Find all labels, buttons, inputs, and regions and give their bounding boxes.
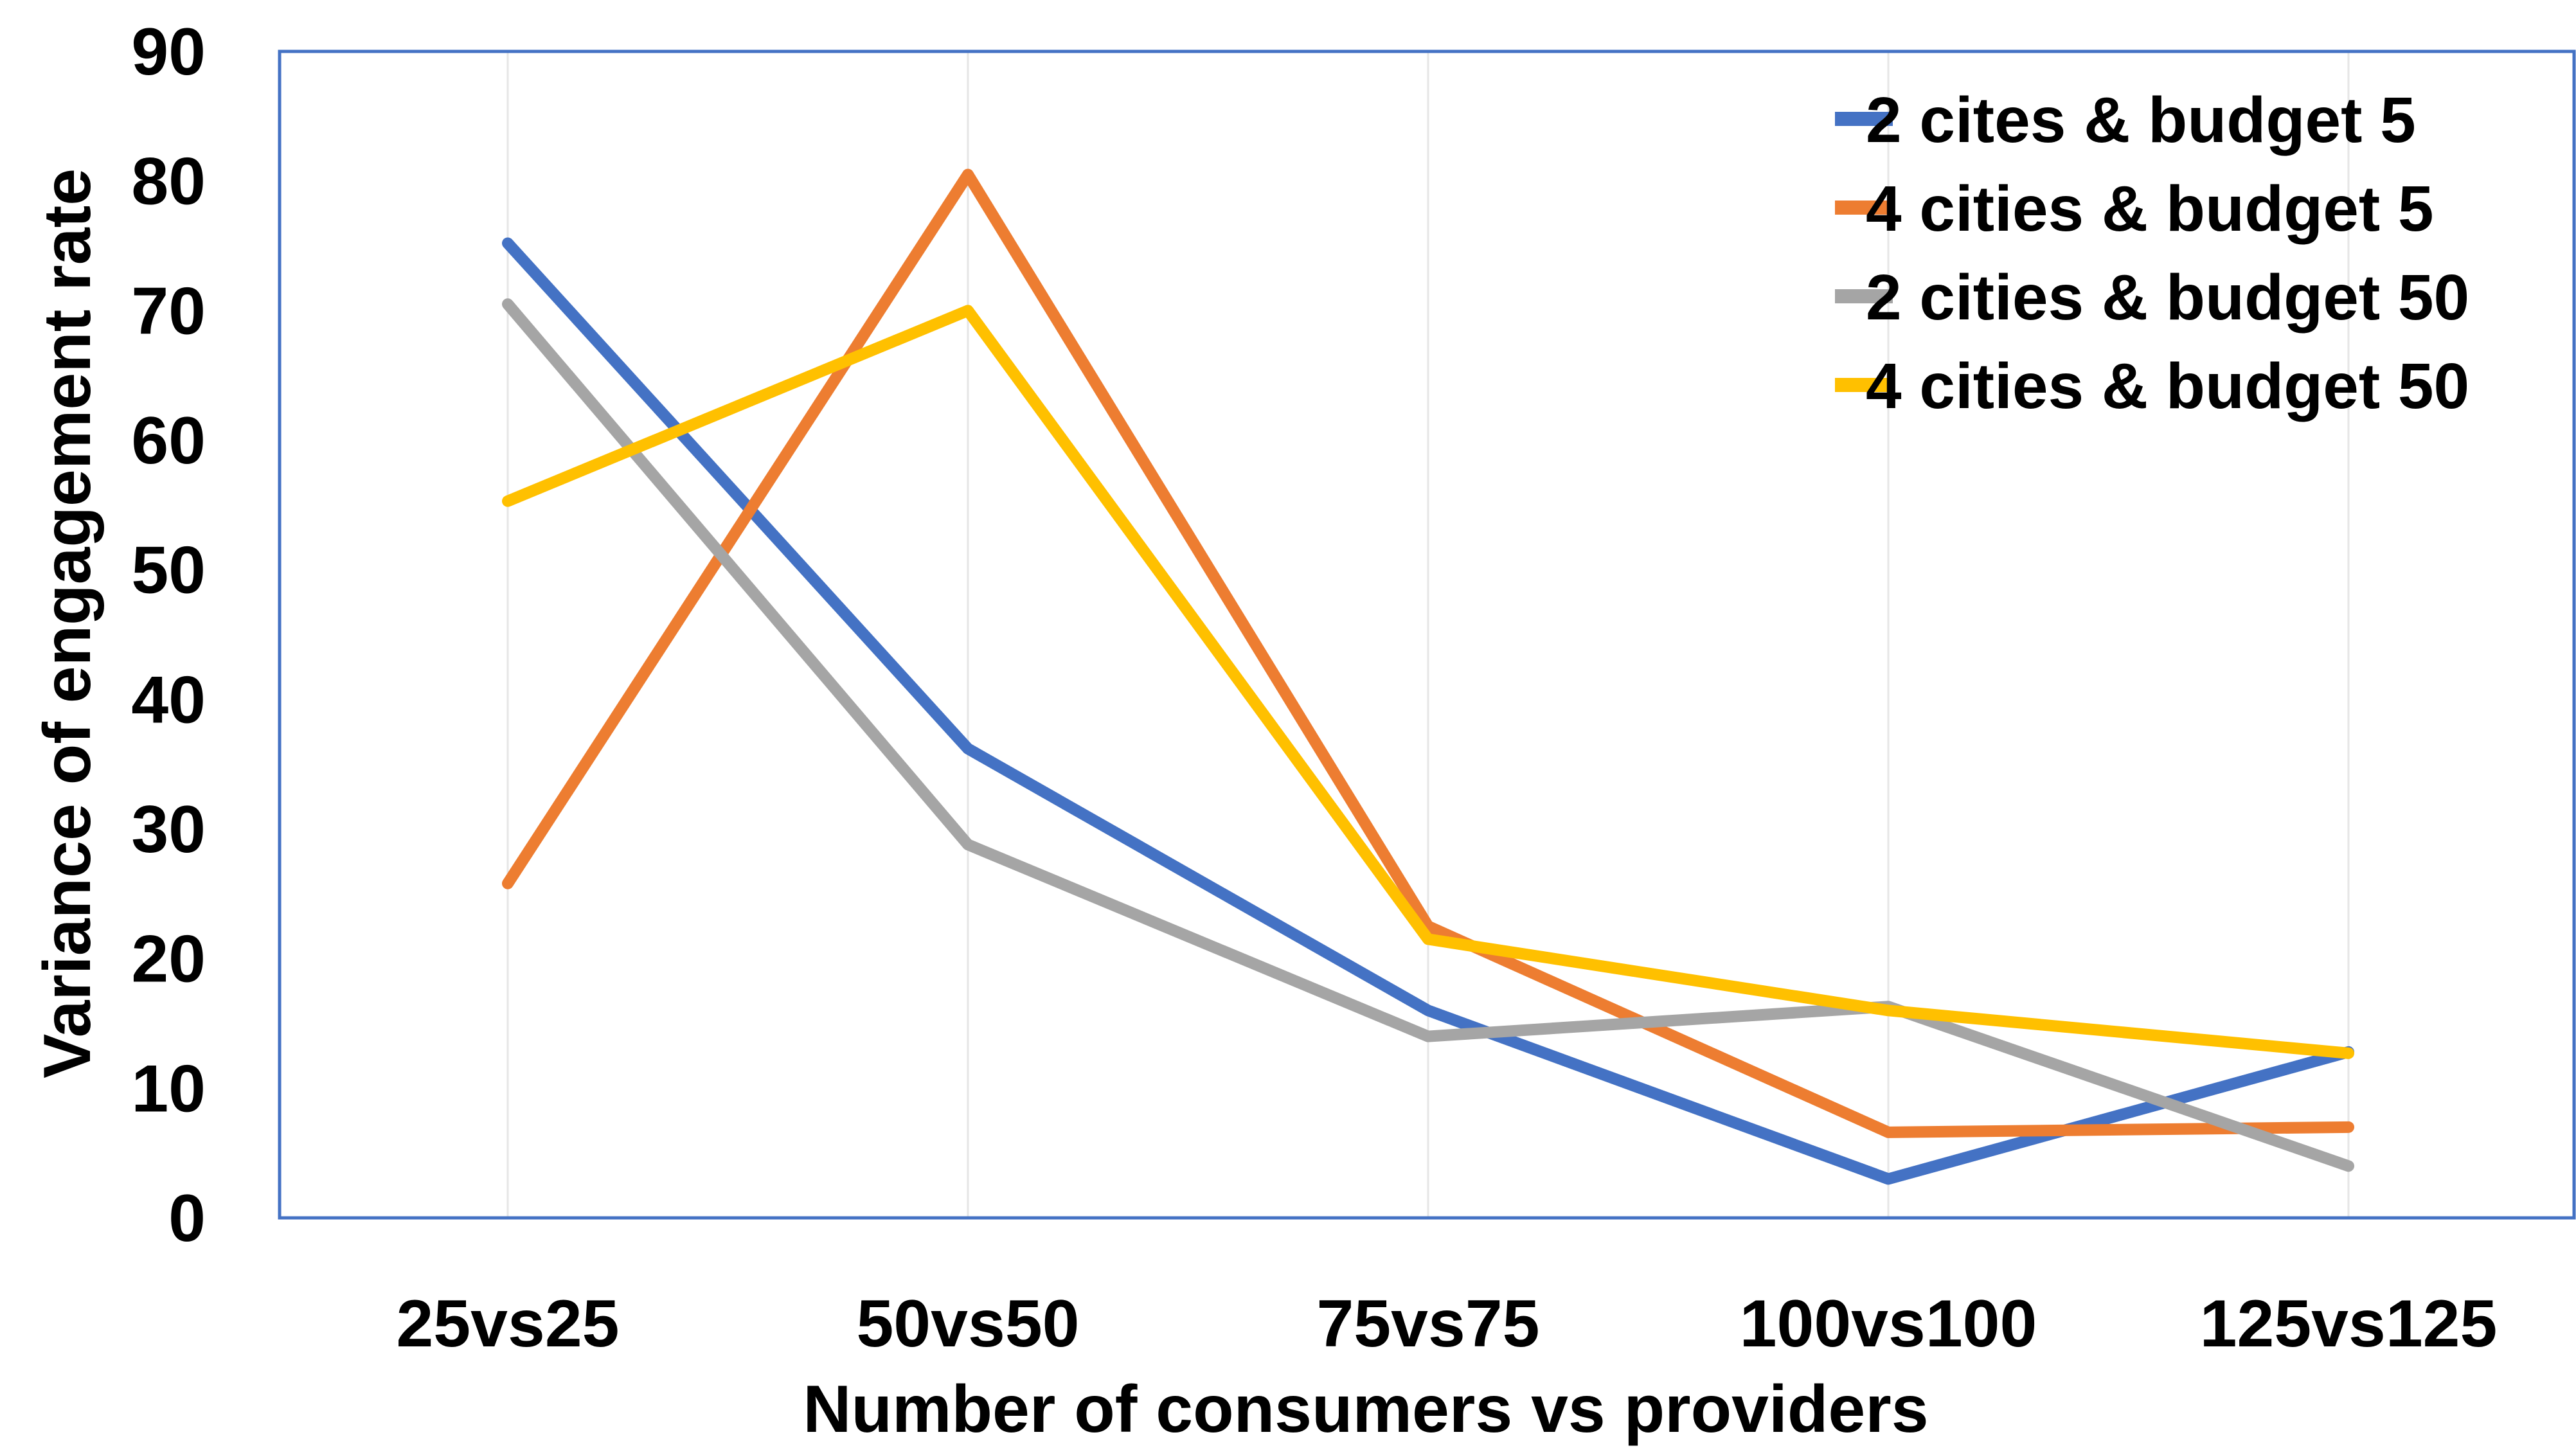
y-tick-label: 40 <box>131 663 206 737</box>
y-tick-label: 90 <box>131 15 206 89</box>
legend-label: 4 cities & budget 5 <box>1866 173 2434 245</box>
y-tick-label: 30 <box>131 792 206 867</box>
series-line-4 <box>502 305 2354 1059</box>
x-tick-label: 75vs75 <box>1316 1287 1539 1361</box>
x-tick-label: 50vs50 <box>856 1287 1079 1361</box>
x-axis-title: Number of consumers vs providers <box>803 1372 1928 1447</box>
legend-label: 2 cites & budget 5 <box>1866 84 2416 156</box>
series-lines <box>502 168 2354 1185</box>
y-tick-label: 20 <box>131 922 206 997</box>
x-tick-label: 25vs25 <box>396 1287 619 1361</box>
legend-entry-2: 4 cities & budget 5 <box>1835 173 2434 245</box>
x-tick-label: 100vs100 <box>1740 1287 2037 1361</box>
legend-entry-1: 2 cites & budget 5 <box>1835 84 2416 156</box>
legend-label: 4 cities & budget 50 <box>1866 350 2469 422</box>
legend-entry-4: 4 cities & budget 50 <box>1835 350 2469 422</box>
legend: 2 cites & budget 5 4 cities & budget 5 2 c… <box>1835 84 2469 422</box>
x-tick-label: 125vs125 <box>2200 1287 2498 1361</box>
grid-lines <box>506 51 2350 1218</box>
series-line-1 <box>502 237 2354 1185</box>
y-tick-label: 60 <box>131 404 206 478</box>
y-axis-tick-labels: 0 10 20 30 40 50 60 70 80 90 <box>131 15 206 1256</box>
y-tick-label: 0 <box>168 1181 206 1256</box>
y-axis-title: Variance of engagement rate <box>30 168 105 1078</box>
y-tick-label: 70 <box>131 274 206 348</box>
plot-area-border <box>278 49 2576 1220</box>
legend-entry-3: 2 cities & budget 50 <box>1835 262 2469 334</box>
legend-label: 2 cities & budget 50 <box>1866 262 2469 334</box>
y-tick-label: 10 <box>131 1051 206 1126</box>
y-tick-label: 50 <box>131 533 206 608</box>
y-tick-label: 80 <box>131 145 206 219</box>
series-line-3 <box>502 298 2354 1172</box>
series-line-2 <box>502 168 2354 1138</box>
x-axis-tick-labels: 25vs25 50vs50 75vs75 100vs100 125vs125 <box>396 1287 2497 1361</box>
